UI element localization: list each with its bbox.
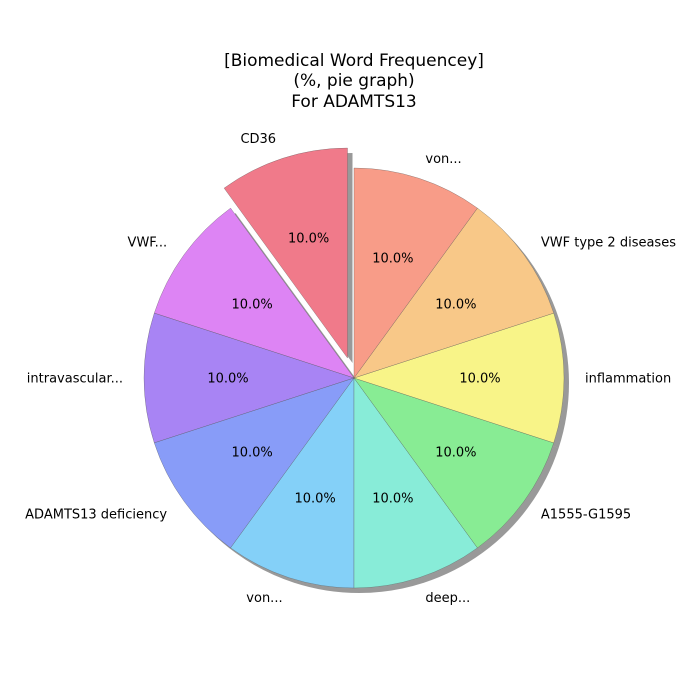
slice-cd36-0	[223, 147, 348, 359]
chart-title-line-3: For ADAMTS13	[291, 92, 417, 112]
slice-percent-label: 10.0%	[288, 232, 329, 247]
slice-adamts13-deficiency-3	[154, 377, 355, 549]
slice-category-label: intravascular...	[27, 372, 123, 387]
slice-von-4	[230, 377, 355, 589]
slice-percent-label: 10.0%	[435, 446, 476, 461]
slice-vwf-1	[154, 207, 355, 379]
slice-von-9	[353, 167, 478, 379]
slice-inflammation-7	[353, 312, 565, 444]
slice-category-label: von...	[425, 152, 461, 167]
slice-category-label: ADAMTS13 deficiency	[25, 507, 167, 522]
slice-deep-5	[353, 377, 478, 589]
slice-category-label: deep...	[425, 591, 470, 606]
slice-percent-label: 10.0%	[231, 446, 272, 461]
slice-category-label: CD36	[240, 132, 276, 147]
slice-intravascular-2	[143, 312, 355, 444]
slice-percent-label: 10.0%	[372, 252, 413, 267]
slice-percent-label: 10.0%	[459, 372, 500, 387]
pie-slices	[143, 147, 565, 589]
slice-category-label: inflammation	[585, 372, 671, 387]
slice-percent-label: 10.0%	[231, 297, 272, 312]
slice-category-label: von...	[246, 591, 282, 606]
chart-title-line-1: [Biomedical Word Frequencey]	[224, 51, 484, 71]
chart-title-line-2: (%, pie graph)	[293, 71, 414, 91]
slice-category-label: VWF...	[128, 236, 168, 251]
slice-percent-label: 10.0%	[372, 491, 413, 506]
slice-percent-label: 10.0%	[207, 372, 248, 387]
slice-category-label: VWF type 2 diseases	[541, 236, 676, 251]
slice-category-label: A1555-G1595	[541, 507, 631, 522]
slice-a1555-g1595-6	[353, 377, 554, 549]
slice-vwf-type-2-diseases-8	[353, 207, 554, 379]
slice-percent-label: 10.0%	[435, 297, 476, 312]
slice-percent-label: 10.0%	[294, 491, 335, 506]
slice-labels: 10.0% CD36 10.0% VWF... 10.0% intravascular..…	[25, 132, 676, 606]
